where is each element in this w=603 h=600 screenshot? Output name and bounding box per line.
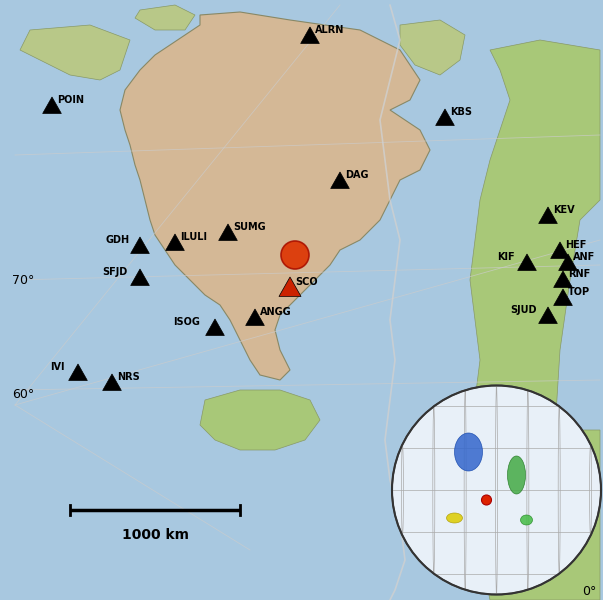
- Polygon shape: [538, 307, 557, 323]
- Polygon shape: [551, 242, 569, 259]
- Polygon shape: [330, 172, 349, 188]
- Polygon shape: [103, 374, 121, 391]
- Text: TOP: TOP: [568, 287, 590, 297]
- Text: ALRN: ALRN: [315, 25, 344, 35]
- Polygon shape: [20, 25, 130, 80]
- Polygon shape: [131, 237, 150, 253]
- Polygon shape: [558, 254, 577, 271]
- Polygon shape: [279, 277, 301, 296]
- Text: IVI: IVI: [50, 362, 65, 372]
- Text: NRS: NRS: [117, 372, 140, 382]
- Polygon shape: [517, 254, 536, 271]
- Text: 1000 km: 1000 km: [121, 528, 189, 542]
- Text: 60°: 60°: [12, 389, 34, 401]
- Polygon shape: [120, 12, 430, 380]
- Text: SJUD: SJUD: [510, 305, 537, 315]
- Polygon shape: [301, 27, 320, 43]
- Polygon shape: [460, 40, 600, 600]
- Polygon shape: [43, 97, 62, 113]
- Text: RNF: RNF: [568, 269, 590, 279]
- Polygon shape: [538, 207, 557, 223]
- Text: DAG: DAG: [345, 170, 368, 180]
- Circle shape: [392, 385, 601, 595]
- Text: SUMG: SUMG: [233, 222, 266, 232]
- Ellipse shape: [508, 456, 525, 494]
- Text: ANGG: ANGG: [260, 307, 292, 317]
- Ellipse shape: [520, 515, 532, 525]
- Polygon shape: [435, 109, 454, 125]
- Ellipse shape: [446, 513, 463, 523]
- Text: 70°: 70°: [12, 274, 34, 286]
- Polygon shape: [245, 309, 264, 325]
- Polygon shape: [69, 364, 87, 380]
- Text: POIN: POIN: [57, 95, 84, 105]
- Polygon shape: [554, 289, 572, 305]
- Text: ANF: ANF: [573, 252, 595, 262]
- Polygon shape: [554, 271, 572, 287]
- Text: KIF: KIF: [497, 252, 514, 262]
- Polygon shape: [206, 319, 224, 335]
- Text: KBS: KBS: [450, 107, 472, 117]
- Text: GDH: GDH: [105, 235, 129, 245]
- Text: HEF: HEF: [565, 240, 586, 250]
- Polygon shape: [219, 224, 238, 241]
- Ellipse shape: [455, 433, 482, 471]
- Polygon shape: [200, 390, 320, 450]
- Text: 0°: 0°: [582, 585, 596, 598]
- Text: SFJD: SFJD: [102, 267, 127, 277]
- Polygon shape: [135, 5, 195, 30]
- Circle shape: [482, 495, 491, 505]
- Polygon shape: [400, 20, 465, 75]
- Polygon shape: [166, 234, 185, 251]
- Circle shape: [281, 241, 309, 269]
- Text: ILULI: ILULI: [180, 232, 207, 242]
- Text: KEV: KEV: [553, 205, 575, 215]
- Text: ISOG: ISOG: [173, 317, 200, 327]
- Polygon shape: [131, 269, 150, 286]
- Text: SCO: SCO: [295, 277, 318, 287]
